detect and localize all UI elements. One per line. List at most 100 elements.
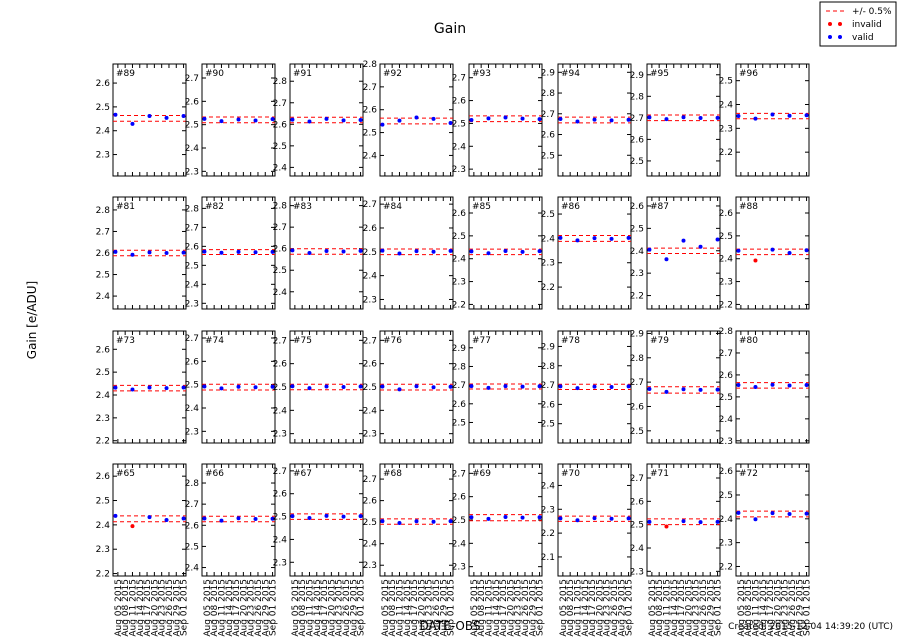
y-tick-label: 2.3 bbox=[185, 167, 199, 177]
point-valid bbox=[698, 520, 703, 525]
x-tick-label: Aug 17 2015 bbox=[232, 579, 242, 637]
x-tick-label: Aug 29 2015 bbox=[349, 579, 359, 637]
point-valid bbox=[448, 248, 453, 253]
y-tick-label: 2.9 bbox=[630, 329, 645, 339]
y-tick-label: 2.4 bbox=[719, 101, 734, 111]
y-tick-label: 2.5 bbox=[541, 151, 555, 161]
point-valid bbox=[626, 235, 631, 240]
y-tick-label: 2.6 bbox=[185, 521, 200, 531]
point-valid bbox=[397, 521, 402, 526]
point-valid bbox=[736, 113, 741, 118]
y-tick-label: 2.6 bbox=[630, 402, 645, 412]
y-tick-label: 2.7 bbox=[185, 223, 199, 233]
y-tick-label: 2.4 bbox=[630, 247, 645, 257]
point-valid bbox=[219, 250, 224, 255]
point-valid bbox=[469, 515, 474, 520]
point-valid bbox=[324, 116, 329, 121]
point-valid bbox=[664, 257, 669, 262]
x-tick-label: Aug 29 2015 bbox=[439, 579, 449, 637]
x-tick-label: Aug 11 2015 bbox=[395, 579, 405, 637]
y-tick-label: 2.8 bbox=[541, 89, 556, 99]
panel-title: #71 bbox=[650, 469, 669, 479]
y-tick-label: 2.3 bbox=[363, 430, 377, 440]
panel-frame bbox=[557, 196, 632, 310]
x-tick-label: Aug 11 2015 bbox=[128, 579, 138, 637]
x-tick-label: Aug 14 2015 bbox=[313, 579, 323, 637]
panel-frame bbox=[289, 63, 364, 177]
y-tick-label: 2.5 bbox=[96, 497, 110, 507]
y-tick-label: 2.3 bbox=[541, 259, 555, 269]
x-tick-label: Aug 05 2015 bbox=[114, 579, 124, 637]
y-tick-label: 2.6 bbox=[273, 490, 288, 500]
panel-title: #68 bbox=[383, 469, 402, 479]
point-valid bbox=[324, 384, 329, 389]
point-valid bbox=[537, 515, 542, 520]
panel-title: #78 bbox=[561, 336, 580, 346]
panel-title: #94 bbox=[561, 69, 580, 79]
point-valid bbox=[469, 384, 474, 389]
panel-frame bbox=[201, 463, 276, 577]
panel-title: #70 bbox=[561, 469, 580, 479]
y-tick-label: 2.2 bbox=[541, 529, 555, 539]
x-tick-label: Sep 01 2015 bbox=[714, 579, 724, 636]
x-tick-label: Aug 23 2015 bbox=[692, 579, 702, 637]
point-valid bbox=[486, 251, 491, 256]
x-tick-label: Sep 01 2015 bbox=[269, 579, 279, 636]
y-tick-label: 2.7 bbox=[363, 475, 377, 485]
point-valid bbox=[503, 248, 508, 253]
point-valid bbox=[753, 116, 758, 121]
y-tick-label: 2.6 bbox=[630, 135, 645, 145]
x-tick-label: Sep 01 2015 bbox=[180, 579, 190, 636]
point-valid bbox=[770, 112, 775, 117]
panel-frame bbox=[557, 330, 632, 444]
y-tick-label: 2.5 bbox=[363, 248, 377, 258]
point-valid bbox=[164, 518, 169, 522]
y-tick-label: 2.3 bbox=[185, 427, 199, 437]
y-tick-label: 2.3 bbox=[541, 505, 555, 515]
point-valid bbox=[324, 249, 329, 254]
y-tick-label: 2.3 bbox=[452, 165, 466, 175]
point-valid bbox=[753, 385, 758, 389]
x-tick-label: Aug 20 2015 bbox=[150, 579, 160, 637]
y-tick-label: 2.8 bbox=[630, 354, 645, 364]
y-tick-label: 2.6 bbox=[273, 245, 288, 255]
y-tick-label: 2.5 bbox=[719, 491, 733, 501]
y-tick-label: 2.2 bbox=[630, 292, 644, 302]
point-valid bbox=[715, 237, 720, 242]
x-tick-label: Aug 23 2015 bbox=[603, 579, 613, 637]
point-valid bbox=[358, 384, 363, 389]
y-tick-label: 2.6 bbox=[630, 202, 645, 212]
panel-frame bbox=[201, 63, 276, 177]
y-tick-label: 2.4 bbox=[452, 539, 467, 549]
y-tick-label: 2.7 bbox=[541, 110, 555, 120]
panel-title: #81 bbox=[116, 202, 135, 212]
y-tick-label: 2.7 bbox=[630, 114, 644, 124]
point-valid bbox=[486, 116, 491, 121]
x-tick-label: Aug 05 2015 bbox=[648, 579, 658, 637]
point-valid bbox=[715, 115, 720, 120]
y-tick-label: 2.4 bbox=[273, 163, 288, 173]
y-tick-label: 2.6 bbox=[363, 497, 378, 507]
point-valid bbox=[147, 250, 152, 255]
panel-title: #67 bbox=[293, 469, 312, 479]
y-tick-label: 2.3 bbox=[452, 278, 466, 288]
x-tick-label: Aug 17 2015 bbox=[320, 579, 330, 637]
y-tick-label: 2.7 bbox=[630, 474, 644, 484]
point-valid bbox=[736, 383, 741, 388]
point-valid bbox=[324, 513, 329, 518]
x-tick-label: Sep 01 2015 bbox=[447, 579, 457, 636]
y-tick-label: 2.8 bbox=[96, 206, 111, 216]
point-valid bbox=[503, 384, 508, 389]
figure-title: Gain bbox=[434, 21, 466, 37]
panel-title: #69 bbox=[472, 469, 491, 479]
y-tick-label: 2.5 bbox=[185, 121, 199, 131]
point-valid bbox=[147, 385, 152, 390]
y-tick-label: 2.4 bbox=[185, 564, 200, 574]
point-valid bbox=[414, 384, 419, 389]
point-valid bbox=[270, 117, 275, 122]
y-tick-label: 2.8 bbox=[452, 362, 467, 372]
y-tick-label: 2.4 bbox=[96, 292, 111, 302]
y-tick-label: 2.7 bbox=[363, 83, 377, 93]
point-valid bbox=[414, 115, 419, 120]
